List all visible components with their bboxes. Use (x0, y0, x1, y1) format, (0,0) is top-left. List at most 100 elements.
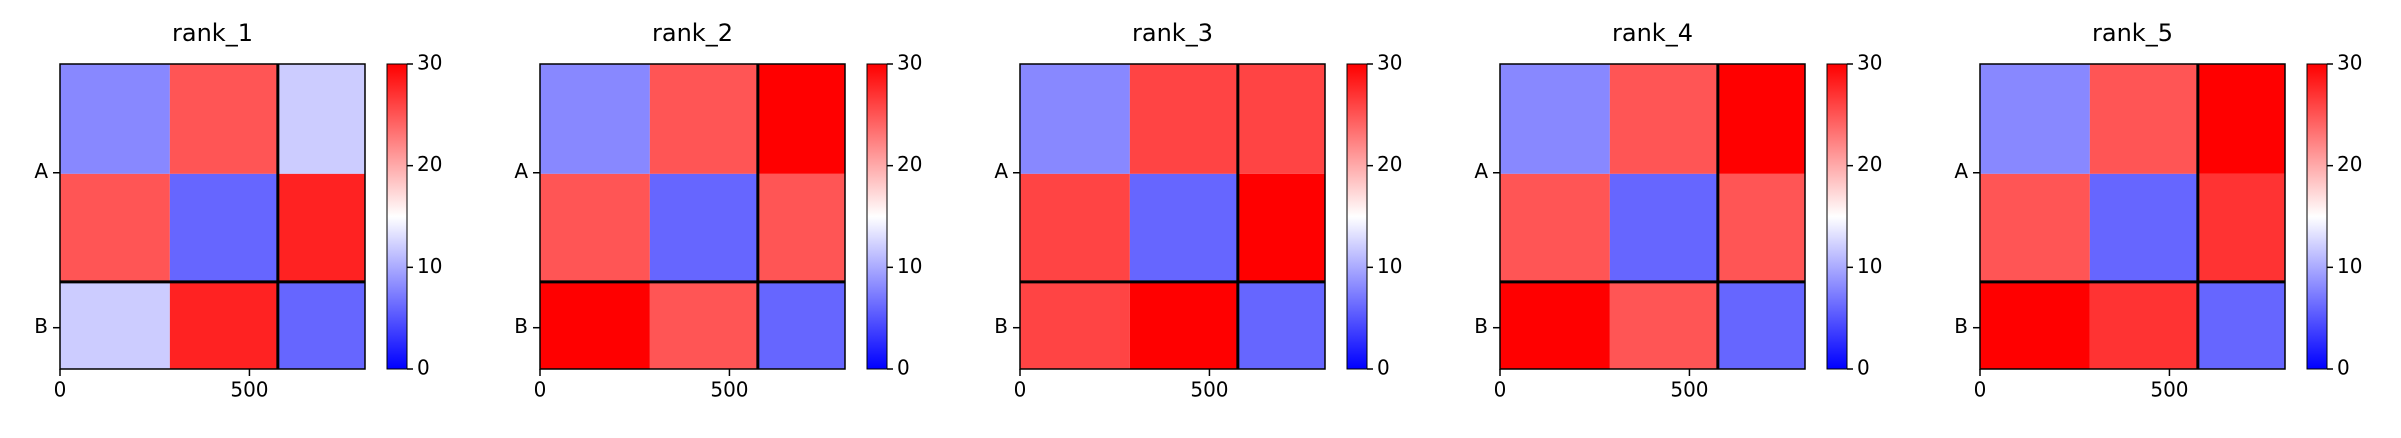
x-tick-label: 500 (2150, 378, 2188, 402)
heatmap-cell (2089, 281, 2198, 369)
heatmap-cell (169, 173, 278, 282)
y-tick-label: A (1474, 159, 1488, 183)
heatmap-cell (649, 64, 758, 174)
heatmap-cell (2197, 64, 2285, 174)
heatmap-cell (1129, 173, 1238, 282)
colorbar-tick-label: 0 (1857, 356, 1870, 380)
colorbar-tick-label: 20 (2337, 152, 2362, 176)
heatmap-cell (60, 64, 170, 174)
colorbar (1826, 63, 1848, 370)
y-tick-label: A (514, 159, 528, 183)
colorbar-tick-label: 20 (417, 152, 442, 176)
x-tick-label: 0 (534, 378, 547, 402)
heatmap-cell (1500, 173, 1610, 282)
colorbar-tick-label: 0 (1377, 356, 1390, 380)
x-tick-label: 0 (1494, 378, 1507, 402)
heatmap-cell (60, 173, 170, 282)
colorbar (866, 63, 888, 370)
heatmap-cell (757, 173, 845, 282)
heatmap-cell (1020, 64, 1130, 174)
chart-title: rank_5 (2092, 19, 2173, 47)
heatmap-cell (2197, 173, 2285, 282)
colorbar-tick-label: 10 (417, 254, 442, 278)
colorbar-tick-label: 10 (1377, 254, 1402, 278)
heatmap-cell (277, 281, 365, 369)
y-tick-label: B (514, 314, 528, 338)
axes-frame (59, 63, 366, 370)
heatmap-cell (1980, 64, 2090, 174)
heatmap-cell (649, 173, 758, 282)
heatmap-cell (1237, 64, 1325, 174)
heatmap-cell (649, 281, 758, 369)
colorbar-tick-label: 30 (1377, 51, 1402, 75)
colorbar-tick-label: 30 (2337, 51, 2362, 75)
heatmap-cell (540, 64, 650, 174)
heatmap-cell (1717, 173, 1805, 282)
colorbar-tick-label: 10 (1857, 254, 1882, 278)
axes-frame (539, 63, 846, 370)
x-tick-label: 500 (1670, 378, 1708, 402)
heatmap-cell (1237, 173, 1325, 282)
colorbar-tick-label: 20 (1377, 152, 1402, 176)
heatmap-cell (169, 281, 278, 369)
y-tick-label: A (1954, 159, 1968, 183)
heatmap-cell (169, 64, 278, 174)
heatmap-cell (1609, 281, 1718, 369)
heatmap-cell (1717, 281, 1805, 369)
heatmap-cell (1717, 64, 1805, 174)
chart-title: rank_3 (1132, 19, 1213, 47)
heatmap-cell (1020, 173, 1130, 282)
colorbar-tick-label: 30 (897, 51, 922, 75)
heatmap-cell (2197, 281, 2285, 369)
heatmap-cell (1129, 281, 1238, 369)
colorbar (2306, 63, 2328, 370)
colorbar-tick-label: 0 (897, 356, 910, 380)
colorbar-tick-label: 10 (897, 254, 922, 278)
x-tick-label: 0 (54, 378, 67, 402)
x-tick-label: 500 (1190, 378, 1228, 402)
heatmap-cell (277, 64, 365, 174)
heatmap-cell (540, 281, 650, 369)
y-tick-label: A (994, 159, 1008, 183)
x-tick-label: 500 (230, 378, 268, 402)
heatmap-cell (1500, 281, 1610, 369)
colorbar-tick-label: 20 (1857, 152, 1882, 176)
heatmap-cell (757, 64, 845, 174)
heatmap-cell (1609, 64, 1718, 174)
colorbar (386, 63, 408, 370)
heatmap-cell (277, 173, 365, 282)
heatmap-cell (1500, 64, 1610, 174)
chart-title: rank_2 (652, 19, 733, 47)
y-tick-label: B (34, 314, 48, 338)
heatmap-cell (60, 281, 170, 369)
chart-title: rank_4 (1612, 19, 1693, 47)
axes-frame (1499, 63, 1806, 370)
heatmap-cell (1980, 173, 2090, 282)
y-tick-label: B (1954, 314, 1968, 338)
colorbar-tick-label: 0 (417, 356, 430, 380)
axes-frame (1019, 63, 1326, 370)
heatmap-cell (1237, 281, 1325, 369)
x-tick-label: 500 (710, 378, 748, 402)
colorbar-tick-label: 20 (897, 152, 922, 176)
y-tick-label: B (994, 314, 1008, 338)
heatmap-cell (757, 281, 845, 369)
colorbar-tick-label: 30 (417, 51, 442, 75)
chart-title: rank_1 (172, 19, 253, 47)
colorbar (1346, 63, 1368, 370)
x-tick-label: 0 (1014, 378, 1027, 402)
x-tick-label: 0 (1974, 378, 1987, 402)
heatmap-cell (1020, 281, 1130, 369)
colorbar-tick-label: 10 (2337, 254, 2362, 278)
heatmap-cell (2089, 64, 2198, 174)
heatmap-cell (1980, 281, 2090, 369)
axes-frame (1979, 63, 2286, 370)
colorbar-tick-label: 0 (2337, 356, 2350, 380)
y-tick-label: B (1474, 314, 1488, 338)
y-tick-label: A (34, 159, 48, 183)
heatmap-cell (2089, 173, 2198, 282)
heatmap-cell (540, 173, 650, 282)
heatmap-cell (1609, 173, 1718, 282)
